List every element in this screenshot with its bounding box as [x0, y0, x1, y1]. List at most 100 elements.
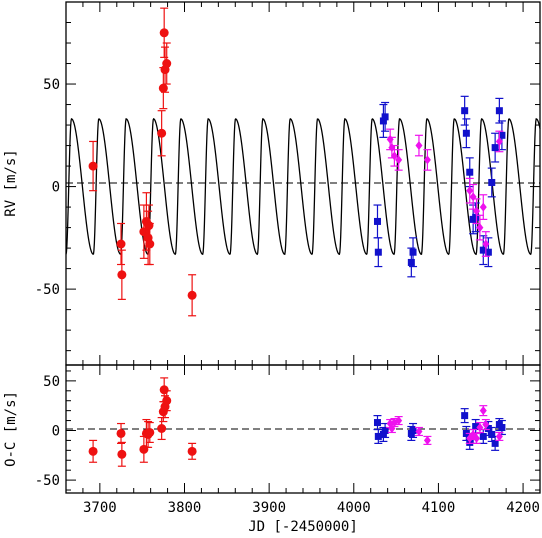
- x-tick-label: 3900: [252, 500, 286, 516]
- rv-marker-square: [488, 178, 496, 186]
- oc-point-magenta: [414, 426, 423, 437]
- rv-marker-diamond: [476, 223, 484, 233]
- x-tick-label: 4200: [506, 500, 540, 516]
- rv-model-curve: [65, 118, 541, 256]
- oc-marker-circle: [145, 427, 155, 437]
- oc-ticks: -50 0 50: [35, 370, 540, 491]
- rv-marker-square: [462, 129, 470, 137]
- rv-point-blue: [379, 103, 388, 138]
- rv-marker-square: [484, 248, 492, 256]
- oc-point-magenta: [472, 432, 481, 444]
- rv-marker-circle: [145, 239, 155, 249]
- oc-marker-diamond: [476, 423, 484, 433]
- oc-marker-square: [472, 423, 480, 431]
- oc-marker-circle: [157, 424, 167, 434]
- oc-ytick-label: -50: [35, 473, 60, 489]
- oc-point-red: [187, 442, 197, 460]
- oc-ylabel: O-C [m/s]: [3, 391, 19, 467]
- oc-marker-diamond: [415, 426, 423, 436]
- rv-marker-square: [409, 248, 417, 256]
- oc-point-red: [117, 441, 127, 467]
- x-axis-label: JD [-2450000]: [248, 519, 358, 535]
- oc-marker-square: [498, 424, 506, 432]
- rv-marker-circle: [117, 270, 127, 280]
- rv-point-red: [159, 7, 169, 58]
- rv-marker-circle: [116, 239, 126, 249]
- x-tick-label: 4000: [337, 500, 371, 516]
- x-tick-label: 3800: [168, 500, 202, 516]
- oc-marker-diamond: [473, 433, 481, 443]
- rv-point-blue: [460, 95, 469, 126]
- rv-marker-circle: [144, 221, 154, 231]
- rv-panel: -50 0 50 RV [m/s]: [3, 1, 541, 366]
- oc-ytick-label: 0: [52, 423, 60, 439]
- rv-point-red: [117, 249, 127, 300]
- rv-marker-diamond: [479, 202, 487, 212]
- oc-marker-square: [484, 425, 492, 433]
- oc-marker-square: [381, 426, 389, 434]
- oc-point-red: [116, 422, 126, 444]
- rv-ylabel: RV [m/s]: [3, 149, 19, 216]
- oc-marker-circle: [117, 449, 127, 459]
- oc-marker-square: [379, 430, 387, 438]
- rv-marker-diamond: [386, 134, 394, 144]
- rv-marker-square: [466, 168, 474, 176]
- oc-ytick-label: 50: [43, 374, 60, 390]
- oc-marker-square: [409, 426, 417, 434]
- rv-point-red: [145, 222, 155, 266]
- rv-ytick-label: 0: [52, 180, 60, 196]
- rv-marker-circle: [159, 28, 169, 38]
- rv-marker-square: [472, 213, 480, 221]
- x-tick-label: 3700: [83, 500, 117, 516]
- rv-marker-diamond: [466, 186, 474, 196]
- rv-point-red: [187, 274, 197, 317]
- rv-point-magenta: [479, 194, 488, 220]
- rv-marker-diamond: [473, 206, 481, 216]
- rv-marker-square: [495, 107, 503, 115]
- rv-data-points: [88, 7, 506, 317]
- rv-marker-square: [407, 258, 415, 266]
- oc-marker-circle: [162, 396, 172, 406]
- oc-point-magenta: [495, 431, 504, 442]
- oc-marker-circle: [116, 428, 126, 438]
- rv-marker-square: [374, 248, 382, 256]
- oc-point-blue: [460, 408, 469, 424]
- oc-point-magenta: [394, 415, 403, 426]
- oc-marker-diamond: [395, 416, 403, 426]
- rv-point-magenta: [495, 130, 504, 153]
- rv-point-blue: [487, 167, 496, 198]
- rv-point-blue: [373, 204, 382, 239]
- oc-marker-diamond: [482, 420, 490, 430]
- rv-marker-circle: [158, 83, 168, 93]
- oc-point-red: [88, 439, 98, 463]
- rv-point-magenta: [423, 149, 432, 171]
- rv-marker-square: [479, 246, 487, 254]
- oc-data-points: [88, 377, 506, 467]
- rv-marker-square: [491, 144, 499, 152]
- oc-marker-diamond: [479, 406, 487, 416]
- rv-point-magenta: [390, 144, 399, 167]
- rv-point-red: [116, 222, 126, 266]
- oc-marker-circle: [88, 446, 98, 456]
- rv-point-red: [157, 110, 167, 157]
- oc-marker-square: [479, 432, 487, 440]
- oc-point-magenta: [479, 405, 488, 417]
- oc-marker-diamond: [495, 431, 503, 441]
- rv-point-blue: [462, 118, 471, 149]
- oc-point-blue: [409, 422, 418, 439]
- rv-point-blue: [409, 237, 418, 268]
- oc-point-magenta: [475, 421, 484, 434]
- rv-ytick-label: 50: [43, 77, 60, 93]
- rv-marker-circle: [88, 161, 98, 171]
- x-tick-label: 4100: [422, 500, 456, 516]
- oc-point-red: [139, 435, 149, 463]
- rv-marker-circle: [162, 59, 172, 69]
- rv-point-magenta: [414, 134, 423, 157]
- oc-marker-circle: [159, 385, 169, 395]
- rv-point-magenta: [472, 198, 481, 225]
- oc-marker-square: [373, 419, 381, 427]
- oc-marker-circle: [187, 446, 197, 456]
- oc-point-blue: [374, 428, 383, 444]
- rv-point-blue: [495, 97, 504, 124]
